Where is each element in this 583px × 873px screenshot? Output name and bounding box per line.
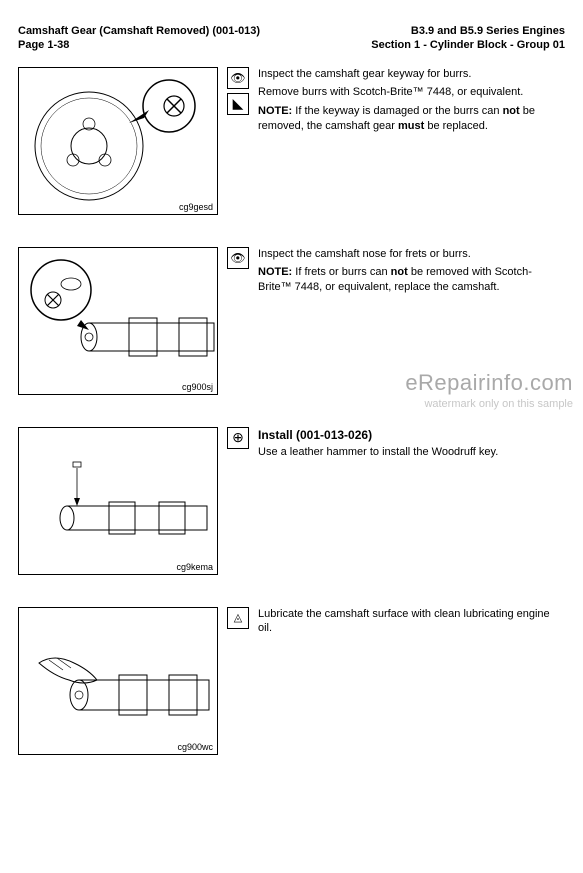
- lubricate-illustration: [19, 608, 219, 756]
- note-text: If the keyway is damaged or the burrs ca…: [292, 105, 502, 117]
- tool-icon: [227, 93, 249, 115]
- gear-illustration: [19, 68, 219, 216]
- figure-box: cg900sj: [18, 247, 218, 395]
- note-text: If frets or burrs can: [292, 266, 390, 278]
- inspect-icon: [227, 247, 249, 269]
- header-right: B3.9 and B5.9 Series Engines Section 1 -…: [371, 24, 565, 53]
- figure-box: cg9gesd: [18, 67, 218, 215]
- header-section: Section 1 - Cylinder Block - Group 01: [371, 38, 565, 52]
- instruction-section: cg900wc Lubricate the camshaft surface w…: [18, 607, 565, 755]
- page-header: Camshaft Gear (Camshaft Removed) (001-01…: [18, 24, 565, 53]
- instruction-line: Use a leather hammer to install the Wood…: [258, 445, 565, 460]
- instruction-line: Remove burrs with Scotch-Brite™ 7448, or…: [258, 85, 565, 100]
- icon-column: [226, 427, 250, 449]
- figure-label: cg900sj: [182, 382, 213, 392]
- note-label: NOTE:: [258, 266, 292, 278]
- inspect-icon: [227, 67, 249, 89]
- note-text: be replaced.: [424, 120, 488, 132]
- instruction-text: Install (001-013-026) Use a leather hamm…: [258, 427, 565, 464]
- header-page: Page 1-38: [18, 38, 260, 52]
- instruction-section: cg9gesd Inspect the camshaft gear keyway…: [18, 67, 565, 215]
- instruction-line: Inspect the camshaft gear keyway for bur…: [258, 67, 565, 82]
- header-topic: Camshaft Gear (Camshaft Removed) (001-01…: [18, 24, 260, 38]
- instruction-note: NOTE: If the keyway is damaged or the bu…: [258, 104, 565, 134]
- instruction-text: Inspect the camshaft gear keyway for bur…: [258, 67, 565, 138]
- header-engine: B3.9 and B5.9 Series Engines: [371, 24, 565, 38]
- instruction-section: cg9kema Install (001-013-026) Use a leat…: [18, 427, 565, 575]
- hammer-icon: [227, 427, 249, 449]
- install-heading: Install (001-013-026): [258, 427, 565, 443]
- note-emph: not: [391, 266, 408, 278]
- instruction-line: Inspect the camshaft nose for frets or b…: [258, 247, 565, 262]
- figure-label: cg900wc: [177, 742, 213, 752]
- icon-column: [226, 67, 250, 115]
- note-emph: not: [503, 105, 520, 117]
- instruction-section: cg900sj Inspect the camshaft nose for fr…: [18, 247, 565, 395]
- note-label: NOTE:: [258, 105, 292, 117]
- figure-label: cg9kema: [176, 562, 213, 572]
- instruction-text: Inspect the camshaft nose for frets or b…: [258, 247, 565, 300]
- note-emph: must: [398, 120, 424, 132]
- icon-column: [226, 607, 250, 629]
- instruction-line: Lubricate the camshaft surface with clea…: [258, 607, 565, 637]
- camshaft-nose-illustration: [19, 248, 219, 396]
- woodruff-key-illustration: [19, 428, 219, 576]
- figure-box: cg900wc: [18, 607, 218, 755]
- instruction-note: NOTE: If frets or burrs can not be remov…: [258, 265, 565, 295]
- figure-box: cg9kema: [18, 427, 218, 575]
- instruction-text: Lubricate the camshaft surface with clea…: [258, 607, 565, 641]
- figure-label: cg9gesd: [179, 202, 213, 212]
- icon-column: [226, 247, 250, 269]
- lubricate-icon: [227, 607, 249, 629]
- watermark-subtext: watermark only on this sample: [405, 398, 573, 410]
- header-left: Camshaft Gear (Camshaft Removed) (001-01…: [18, 24, 260, 53]
